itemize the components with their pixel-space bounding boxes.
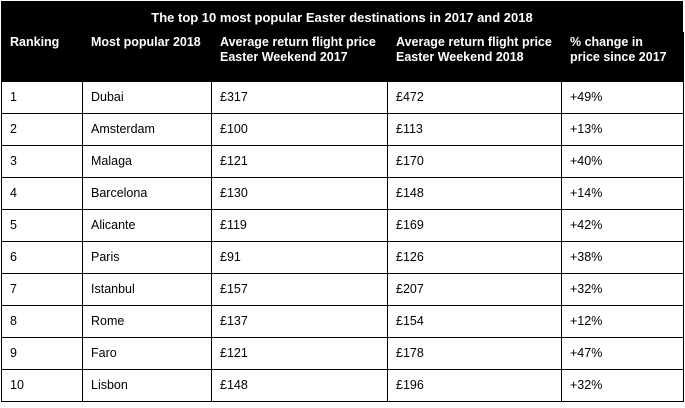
table-row: 2 Amsterdam £100 £113 +13% [1,112,684,146]
cell-rank: 4 [1,176,83,210]
cell-rank: 8 [1,304,83,338]
table-row: 3 Malaga £121 £170 +40% [1,144,684,178]
table-title: The top 10 most popular Easter destinati… [1,1,683,32]
cell-rank: 2 [1,112,83,146]
cell-price-2018: £196 [387,368,562,402]
cell-price-2018: £154 [387,304,562,338]
cell-price-2017: £157 [211,272,388,306]
cell-city: Lisbon [82,368,212,402]
cell-price-2018: £169 [387,208,562,242]
cell-price-2018: £113 [387,112,562,146]
cell-price-2018: £170 [387,144,562,178]
cell-change: +40% [561,144,684,178]
cell-price-2017: £91 [211,240,388,274]
table-row: 10 Lisbon £148 £196 +32% [1,368,684,402]
cell-change: +14% [561,176,684,210]
cell-change: +12% [561,304,684,338]
cell-city: Rome [82,304,212,338]
cell-change: +32% [561,368,684,402]
header-change: % change in price since 2017 [561,32,684,81]
cell-rank: 9 [1,336,83,370]
cell-price-2018: £126 [387,240,562,274]
cell-price-2018: £207 [387,272,562,306]
cell-price-2018: £178 [387,336,562,370]
cell-change: +47% [561,336,684,370]
cell-city: Barcelona [82,176,212,210]
table-body: 1 Dubai £317 £472 +49% 2 Amsterdam £100 … [1,80,684,402]
cell-price-2017: £119 [211,208,388,242]
cell-change: +49% [561,80,684,114]
table-row: 9 Faro £121 £178 +47% [1,336,684,370]
cell-price-2017: £121 [211,336,388,370]
cell-rank: 3 [1,144,83,178]
cell-price-2018: £148 [387,176,562,210]
cell-price-2017: £121 [211,144,388,178]
cell-city: Dubai [82,80,212,114]
cell-rank: 7 [1,272,83,306]
cell-rank: 6 [1,240,83,274]
cell-change: +13% [561,112,684,146]
cell-city: Amsterdam [82,112,212,146]
cell-rank: 5 [1,208,83,242]
cell-change: +32% [561,272,684,306]
header-row: Ranking Most popular 2018 Average return… [1,32,684,81]
table-row: 7 Istanbul £157 £207 +32% [1,272,684,306]
cell-city: Istanbul [82,272,212,306]
cell-price-2017: £317 [211,80,388,114]
cell-city: Alicante [82,208,212,242]
cell-city: Faro [82,336,212,370]
cell-city: Paris [82,240,212,274]
cell-price-2018: £472 [387,80,562,114]
header-price-2018: Average return flight price Easter Weeke… [387,32,562,81]
table-header: Ranking Most popular 2018 Average return… [1,32,684,81]
header-price-2017: Average return flight price Easter Weeke… [211,32,388,81]
header-ranking: Ranking [1,32,83,81]
header-destination: Most popular 2018 [82,32,212,81]
cell-rank: 1 [1,80,83,114]
destinations-table-container: The top 10 most popular Easter destinati… [1,1,684,402]
table-row: 8 Rome £137 £154 +12% [1,304,684,338]
cell-price-2017: £148 [211,368,388,402]
cell-change: +42% [561,208,684,242]
cell-city: Malaga [82,144,212,178]
cell-price-2017: £137 [211,304,388,338]
cell-rank: 10 [1,368,83,402]
table-row: 4 Barcelona £130 £148 +14% [1,176,684,210]
cell-price-2017: £130 [211,176,388,210]
table-row: 5 Alicante £119 £169 +42% [1,208,684,242]
table-row: 1 Dubai £317 £472 +49% [1,80,684,114]
cell-change: +38% [561,240,684,274]
cell-price-2017: £100 [211,112,388,146]
table-row: 6 Paris £91 £126 +38% [1,240,684,274]
destinations-table: Ranking Most popular 2018 Average return… [1,32,684,402]
